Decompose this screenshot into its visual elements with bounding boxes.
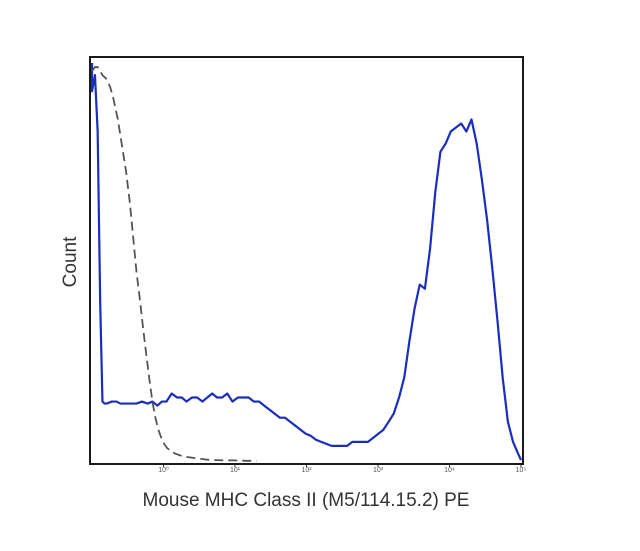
plot-background <box>90 57 523 464</box>
y-axis-label: Count <box>60 236 81 287</box>
x-tick-label: 10¹ <box>230 467 241 474</box>
x-axis-label: Mouse MHC Class II (M5/114.15.2) PE <box>143 490 470 511</box>
stained-histogram-line <box>90 63 522 461</box>
x-tick-label: 10³ <box>373 467 384 474</box>
series-layer <box>90 63 522 462</box>
plot-frame <box>89 56 524 465</box>
x-tick-label: 10⁵ <box>516 467 527 474</box>
control-histogram-line <box>91 66 257 462</box>
x-tick-label: 10⁴ <box>444 467 455 474</box>
x-tick-label: 10⁰ <box>158 466 169 474</box>
x-tick-label: 10² <box>301 467 312 474</box>
